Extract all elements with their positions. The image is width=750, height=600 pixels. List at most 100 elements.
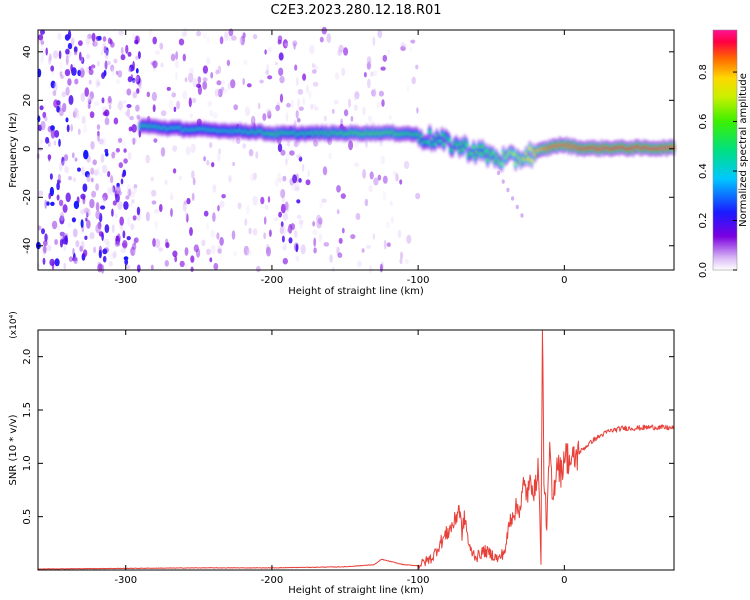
noise-speck [233,104,238,111]
noise-speck [263,216,267,225]
noise-speck [386,221,390,229]
noise-speck [114,240,121,247]
noise-speck [152,238,157,247]
noise-speck [91,190,97,198]
noise-speck [68,95,74,105]
noise-speck [122,99,127,105]
spectrogram-frame [37,29,675,271]
noise-speck [381,99,385,107]
snr-series-line [38,329,675,570]
noise-speck [184,262,189,271]
noise-speck [95,183,99,191]
noise-speck [111,208,114,217]
noise-speck [308,90,312,100]
noise-speck [312,81,319,87]
noise-speck [111,224,115,234]
noise-speck [151,189,157,197]
noise-speck [202,81,208,90]
noise-speck [216,152,221,162]
noise-speck [72,177,77,183]
noise-speck [262,113,267,121]
noise-speck [183,200,188,205]
noise-speck [278,178,283,183]
noise-speck [74,51,78,56]
noise-speck [212,212,216,223]
noise-speck [87,95,91,102]
noise-speck [59,231,65,237]
noise-speck [118,137,123,143]
noise-speck [389,200,393,206]
noise-speck [70,124,73,132]
noise-speck [387,49,391,55]
noise-speck [203,32,207,38]
noise-speck [67,222,72,228]
noise-speck [52,50,59,59]
noise-speck [340,118,343,126]
noise-speck [74,157,78,162]
noise-speck [388,115,392,120]
noise-speck [110,64,115,72]
noise-speck [50,65,55,72]
noise-speck [380,155,386,165]
noise-speck [213,262,219,271]
noise-speck [250,115,256,126]
noise-speck [278,211,282,218]
noise-speck [72,247,75,256]
noise-speck [45,136,50,144]
noise-speck [403,160,410,170]
noise-speck [386,242,391,247]
noise-speck [184,77,188,82]
noise-speck [82,249,88,257]
noise-speck [201,239,206,247]
noise-speck [248,149,254,157]
noise-speck [240,35,246,46]
noise-speck [132,32,136,39]
noise-speck [362,169,366,179]
noise-speck [347,98,352,108]
noise-speck [37,225,42,231]
noise-speck [277,35,283,42]
noise-speck [90,167,95,175]
noise-speck [196,30,202,37]
noise-speck [155,238,161,249]
y-tick-label: 40 [22,45,33,58]
noise-speck [58,50,62,60]
noise-speck [186,213,189,223]
noise-speck [275,61,278,66]
noise-speck [40,57,44,64]
noise-speck [77,128,81,135]
noise-speck [372,36,376,46]
noise-speck [83,207,90,214]
noise-speck [87,98,92,105]
noise-speck [340,193,346,199]
noise-speck [294,64,298,71]
x-tick-label: -200 [261,275,284,286]
noise-speck [279,75,285,84]
noise-speck [371,70,378,77]
noise-speck [97,35,102,41]
noise-speck [296,199,301,204]
noise-speck [133,238,137,245]
y-tick-label: 1.0 [22,455,33,471]
noise-speck [338,44,344,53]
noise-speck [248,227,252,235]
noise-speck [124,258,129,266]
noise-speck [46,201,50,206]
noise-speck [49,173,53,180]
noise-speck [415,192,421,200]
noise-speck [70,64,73,72]
noise-speck [49,186,55,197]
noise-speck [257,102,261,110]
spectrogram-noise [35,26,524,274]
bottom-y-axis-label: SNR (10 * v/v) [8,414,19,485]
noise-speck [264,49,267,55]
noise-speck [130,191,136,198]
noise-speck [164,179,168,185]
noise-speck [131,80,137,86]
ridge-core [440,132,444,137]
noise-speck [301,164,305,172]
noise-speck [287,227,293,233]
noise-speck [298,106,304,111]
noise-speck [182,201,187,212]
noise-speck [112,250,117,259]
